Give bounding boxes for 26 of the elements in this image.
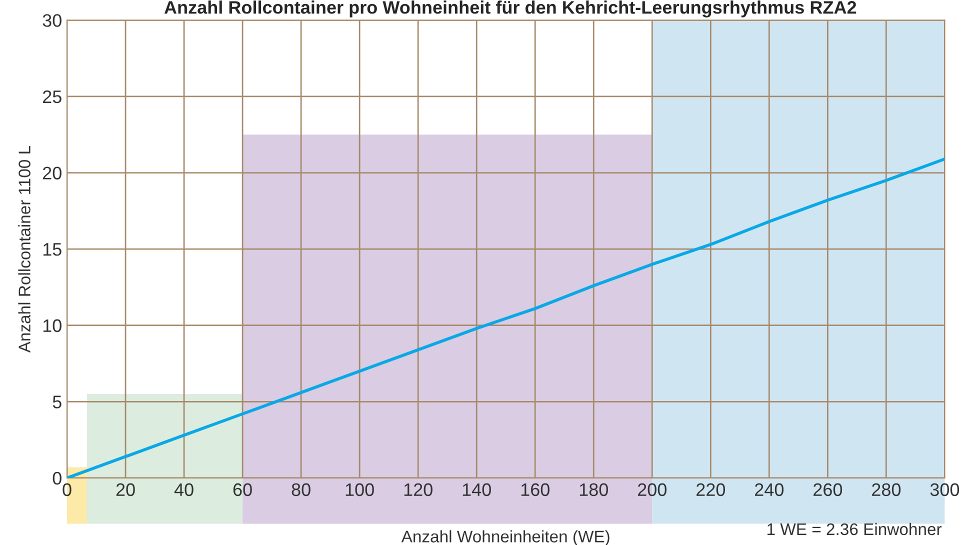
x-tick-label: 240	[755, 483, 784, 496]
chart-title: Anzahl Rollcontainer pro Wohneinheit für den Kehricht-Leerungsrhythmus RZA2	[164, 0, 856, 18]
x-tick-label: 280	[872, 483, 901, 496]
x-tick-label: 40	[174, 483, 194, 496]
y-tick-label: 25	[42, 90, 62, 104]
x-tick-label: 220	[696, 483, 726, 496]
x-tick-label: 120	[404, 483, 432, 496]
text: 1 WE = 2.36 Einwohner	[768, 522, 942, 536]
y-tick-label: 10	[43, 319, 62, 332]
y-tick-label: 30	[42, 14, 62, 27]
y-tick-label: 15	[43, 243, 62, 256]
y-tick-label: 5	[52, 396, 62, 408]
x-tick-label: 20	[116, 483, 135, 496]
x-tick-label: 300	[930, 483, 960, 496]
x-tick-label: 60	[233, 483, 252, 496]
x-tick-label: 140	[462, 483, 491, 496]
y-tick-label: 20	[42, 166, 62, 180]
x-tick-label: 260	[814, 483, 842, 496]
x-tick-label: 100	[346, 483, 374, 496]
y-tick-label: 0	[52, 472, 62, 485]
y-axis-title: Anzahl Rollcontainer 1100 L	[18, 146, 30, 353]
x-tick-label: 160	[521, 483, 550, 496]
x-tick-label: 80	[292, 483, 310, 496]
x-tick-label: 200	[638, 483, 666, 496]
x-tick-label: 0	[62, 483, 72, 496]
x-tick-label: 180	[580, 483, 608, 496]
